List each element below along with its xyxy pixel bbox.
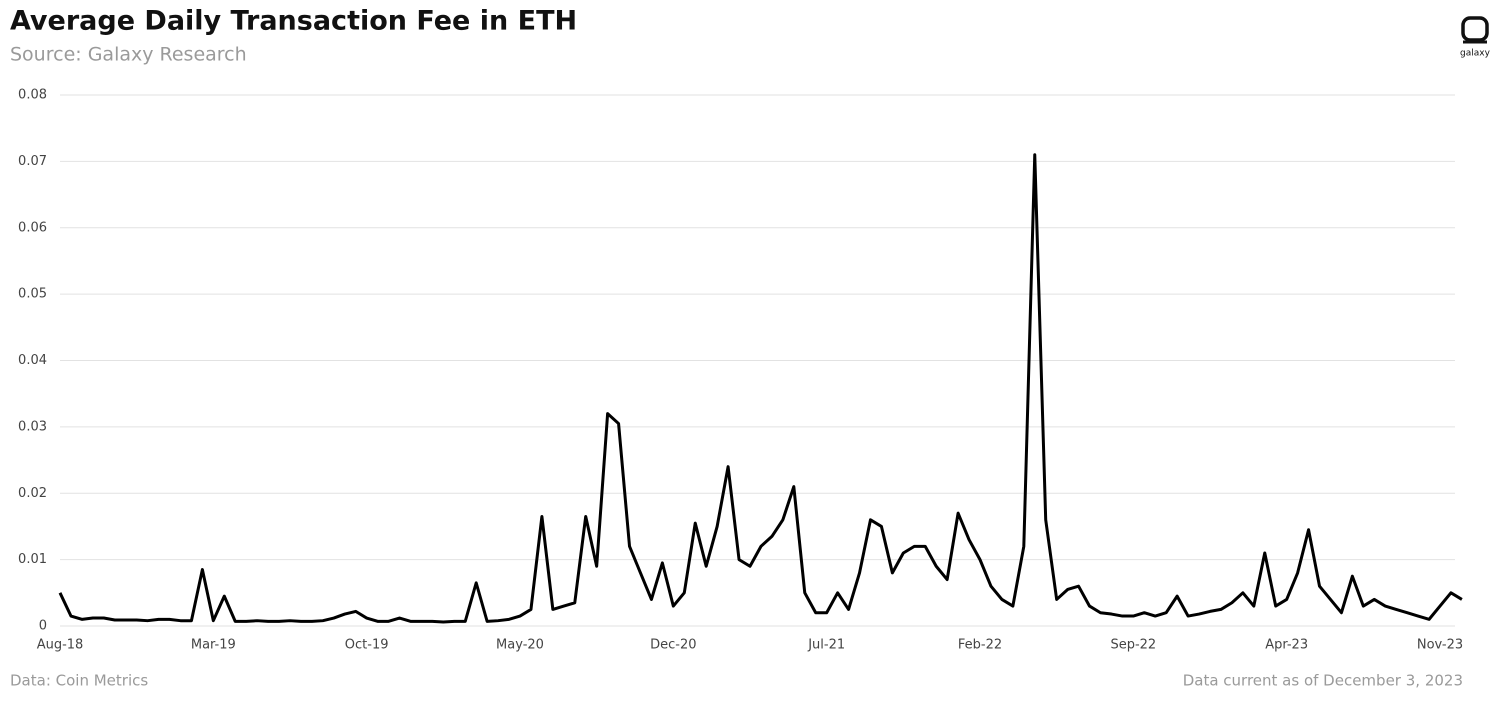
y-tick-label: 0.06 <box>18 220 47 235</box>
x-tick-label: Aug-18 <box>37 638 84 653</box>
y-tick-label: 0.05 <box>18 287 47 302</box>
chart-subtitle: Source: Galaxy Research <box>10 44 247 66</box>
x-tick-label: Nov-23 <box>1417 638 1463 653</box>
logo: galaxy <box>1460 16 1491 59</box>
x-tick-label: Dec-20 <box>650 638 696 653</box>
x-tick-label: Mar-19 <box>191 638 236 653</box>
date-note: Data current as of December 3, 2023 <box>1183 672 1463 690</box>
x-tick-label: Feb-22 <box>958 638 1002 653</box>
x-tick-label: Apr-23 <box>1265 638 1308 653</box>
logo-icon <box>1461 16 1489 42</box>
x-tick-label: Oct-19 <box>345 638 389 653</box>
y-tick-label: 0 <box>39 619 47 634</box>
logo-label: galaxy <box>1460 49 1491 59</box>
y-tick-label: 0.02 <box>18 486 47 501</box>
x-tick-label: Sep-22 <box>1110 638 1156 653</box>
x-tick-label: Jul-21 <box>807 638 845 653</box>
line-series <box>58 153 1463 624</box>
x-tick-label: May-20 <box>496 638 544 653</box>
source-note: Data: Coin Metrics <box>10 672 148 690</box>
y-tick-label: 0.04 <box>18 353 47 368</box>
y-tick-label: 0.03 <box>18 419 47 434</box>
chart-title: Average Daily Transaction Fee in ETH <box>10 6 577 37</box>
y-tick-label: 0.01 <box>18 552 47 567</box>
y-tick-label: 0.07 <box>18 154 47 169</box>
y-tick-label: 0.08 <box>18 88 47 103</box>
